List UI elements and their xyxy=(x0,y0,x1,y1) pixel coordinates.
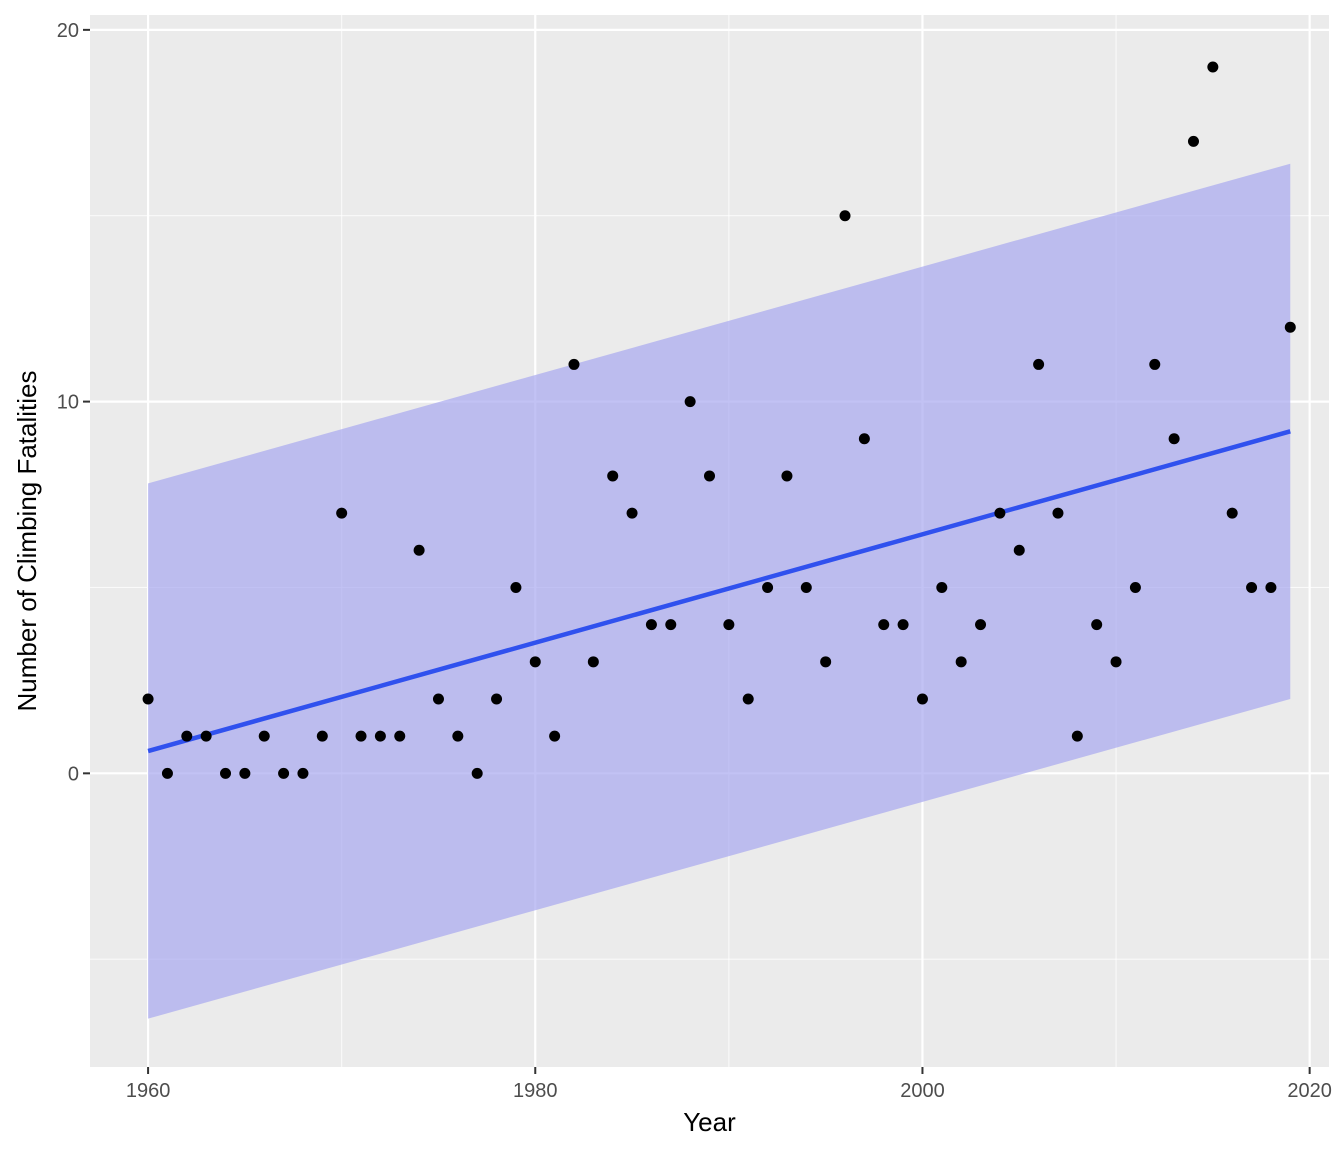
data-point xyxy=(607,470,619,482)
data-point xyxy=(1091,619,1103,631)
data-point xyxy=(781,470,793,482)
data-point xyxy=(258,730,270,742)
x-tick-label: 1980 xyxy=(513,1080,558,1102)
data-point xyxy=(684,396,696,408)
data-point xyxy=(1187,135,1199,147)
data-point xyxy=(181,730,193,742)
data-point xyxy=(1013,544,1025,556)
data-point xyxy=(839,210,851,222)
data-point xyxy=(491,693,503,705)
data-point xyxy=(161,767,173,779)
data-points-layer xyxy=(142,61,1296,779)
data-point xyxy=(1071,730,1083,742)
data-point xyxy=(297,767,309,779)
data-point xyxy=(975,619,987,631)
data-point xyxy=(510,581,522,593)
y-tick-label: 10 xyxy=(57,392,79,414)
data-point xyxy=(1265,581,1277,593)
data-point xyxy=(723,619,735,631)
data-point xyxy=(432,693,444,705)
data-point xyxy=(1284,321,1296,333)
data-point xyxy=(704,470,715,482)
data-point xyxy=(239,767,251,779)
data-point xyxy=(1226,507,1238,519)
x-axis-ticks: 1960 1980 2000 2020 xyxy=(126,1067,1332,1102)
data-point xyxy=(1110,656,1122,668)
data-point xyxy=(471,767,483,779)
data-point xyxy=(800,581,812,593)
data-point xyxy=(529,656,541,668)
data-point xyxy=(452,730,464,742)
data-point xyxy=(142,693,154,705)
data-point xyxy=(220,767,232,779)
data-point xyxy=(374,730,386,742)
data-point xyxy=(820,656,832,668)
y-tick-label: 0 xyxy=(68,763,79,785)
data-point xyxy=(413,544,425,556)
data-point xyxy=(742,693,754,705)
data-point xyxy=(278,767,290,779)
data-point xyxy=(1033,358,1045,370)
data-point xyxy=(336,507,348,519)
x-tick-label: 1960 xyxy=(126,1080,171,1102)
x-tick-label: 2000 xyxy=(900,1080,945,1102)
fit-line-layer xyxy=(147,429,1291,754)
data-point xyxy=(858,433,870,445)
data-point xyxy=(568,358,580,370)
data-point xyxy=(316,730,328,742)
y-axis-title: Number of Climbing Fatalities xyxy=(12,370,42,711)
data-point xyxy=(665,619,677,631)
data-point xyxy=(955,656,967,668)
x-tick-label: 2020 xyxy=(1287,1080,1332,1102)
data-point xyxy=(394,730,406,742)
data-point xyxy=(1129,581,1141,593)
y-tick-label: 20 xyxy=(57,20,79,42)
data-point xyxy=(1052,507,1064,519)
data-point xyxy=(936,581,948,593)
data-point xyxy=(878,619,890,631)
fit-line xyxy=(147,429,1291,754)
data-point xyxy=(897,619,909,631)
data-point xyxy=(1246,581,1258,593)
data-point xyxy=(200,730,212,742)
data-point xyxy=(1207,61,1219,73)
data-point xyxy=(994,507,1006,519)
data-point xyxy=(916,693,928,705)
data-point xyxy=(355,730,367,742)
data-point xyxy=(645,619,657,631)
data-point xyxy=(1168,433,1180,445)
data-point xyxy=(762,581,774,593)
data-point xyxy=(587,656,599,668)
y-axis-ticks: 0 10 20 xyxy=(57,20,90,785)
data-point xyxy=(626,507,638,519)
x-axis-title: Year xyxy=(683,1107,736,1137)
data-point xyxy=(549,730,561,742)
data-point xyxy=(1149,358,1161,370)
